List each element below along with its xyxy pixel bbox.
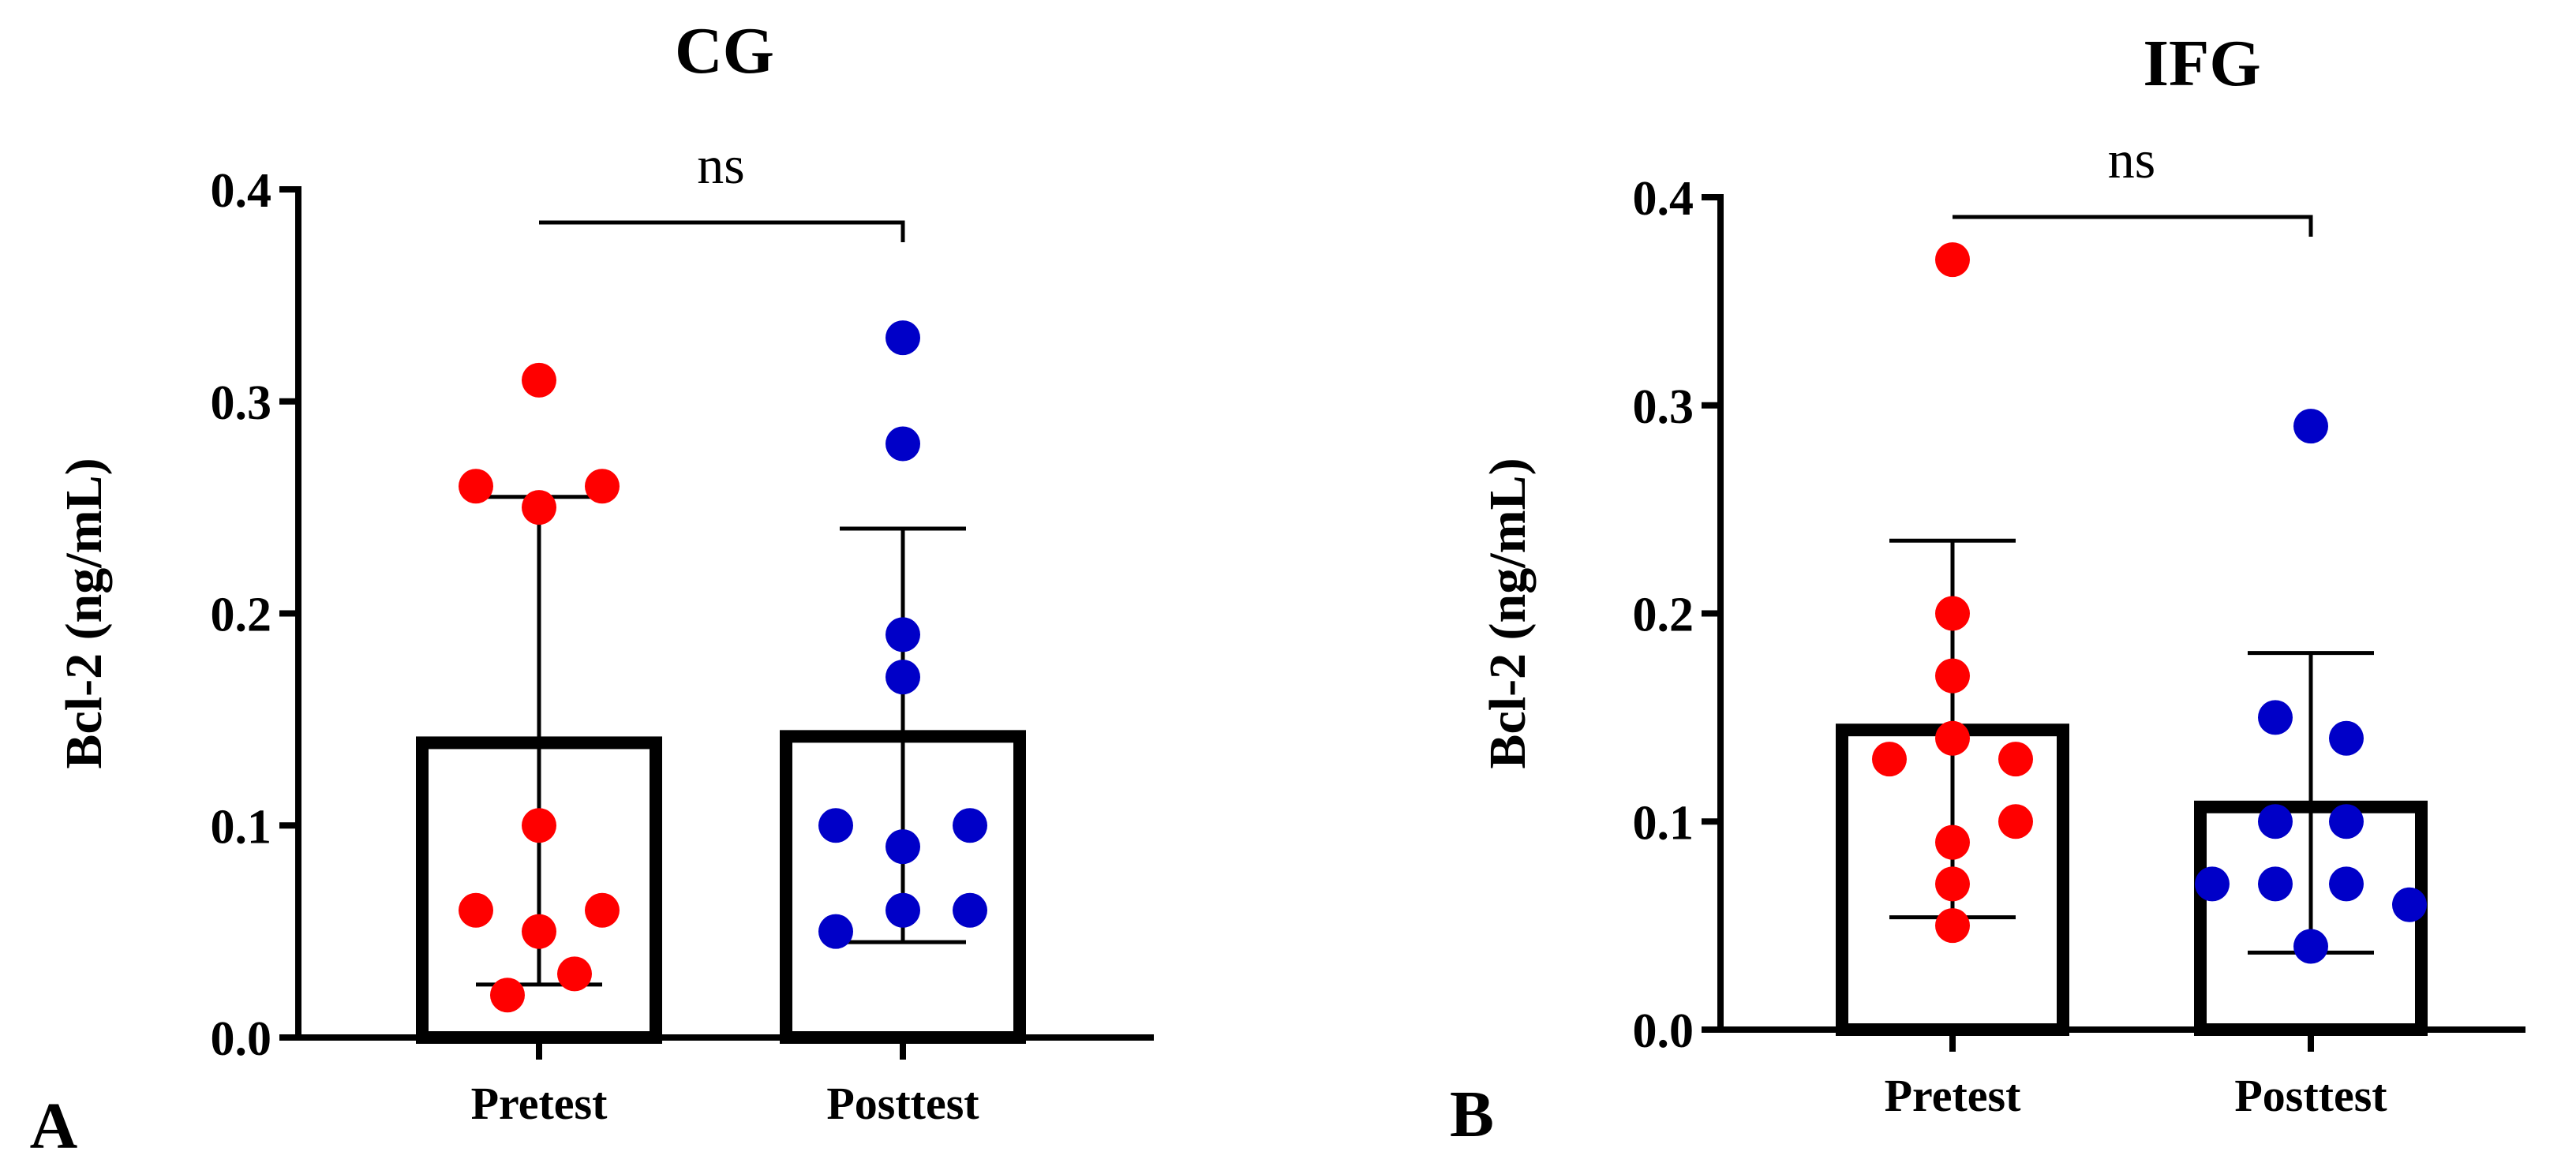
panel-b-data-point-pretest bbox=[1935, 824, 1970, 860]
panel-a-data-point-pretest bbox=[522, 490, 556, 525]
panel-a-x-tick-label: Posttest bbox=[826, 1078, 979, 1129]
panel-b-data-point-pretest bbox=[1998, 804, 2033, 839]
panel-b-data-point-pretest bbox=[1872, 742, 1907, 777]
panel-a-data-point-pretest bbox=[522, 914, 556, 949]
panel-b-data-point-posttest bbox=[2258, 866, 2293, 902]
panel-a-y-tick-label: 0.4 bbox=[211, 164, 272, 218]
panel-b-data-point-posttest bbox=[2258, 700, 2293, 735]
panel-a-y-tick-label: 0.0 bbox=[211, 1012, 272, 1066]
panel-a-y-tick-label: 0.3 bbox=[211, 376, 272, 430]
panel-a-data-point-posttest bbox=[886, 660, 920, 695]
panel-a-label: A bbox=[30, 1090, 78, 1163]
panel-a-data-point-posttest bbox=[886, 320, 920, 356]
panel-b-data-point-pretest bbox=[1935, 908, 1970, 944]
panel-a-y-tick-label: 0.1 bbox=[211, 800, 272, 854]
panel-b-data-point-posttest bbox=[2329, 866, 2364, 902]
panel-b-significance-bracket bbox=[1953, 215, 2313, 237]
panel-a-data-point-posttest bbox=[886, 892, 920, 928]
panel-a-data-point-posttest bbox=[818, 808, 853, 843]
panel-b-data-point-pretest bbox=[1935, 596, 1970, 631]
panel-b-data-point-posttest bbox=[2293, 409, 2328, 444]
panel-a-data-point-pretest bbox=[490, 978, 525, 1013]
panel-b-y-tick-label: 0.2 bbox=[1633, 589, 1694, 642]
panel-a-data-point-pretest bbox=[522, 808, 556, 843]
panel-b-y-axis-label: Bcl-2 (ng/mL) bbox=[1479, 458, 1537, 768]
panel-b-title: IFG bbox=[2143, 27, 2260, 100]
panel-a-data-point-pretest bbox=[585, 469, 620, 504]
panel-b-x-tick-label: Pretest bbox=[1885, 1070, 2021, 1121]
panel-a-title: CG bbox=[675, 14, 774, 88]
panel-a-data-point-pretest bbox=[585, 892, 620, 928]
panel-a-data-point-pretest bbox=[459, 469, 493, 504]
panel-a-data-point-pretest bbox=[522, 362, 556, 398]
panel-b-significance-label: ns bbox=[2108, 129, 2155, 189]
panel-b-data-point-pretest bbox=[1935, 866, 1970, 902]
panel-b-data-point-posttest bbox=[2195, 866, 2230, 902]
panel-b-data-point-pretest bbox=[1998, 742, 2033, 777]
panel-b-x-tick-label: Posttest bbox=[2234, 1070, 2387, 1121]
panel-b-data-point-posttest bbox=[2329, 804, 2364, 839]
panel-b-data-point-posttest bbox=[2392, 887, 2427, 922]
panel-a-data-point-posttest bbox=[886, 617, 920, 652]
panel-a-y-tick-label: 0.2 bbox=[211, 589, 272, 642]
panel-a-x-tick-label: Pretest bbox=[471, 1078, 608, 1129]
panel-a-data-point-posttest bbox=[953, 808, 987, 843]
panel-a-data-point-pretest bbox=[557, 956, 592, 992]
panel-a-data-point-posttest bbox=[886, 426, 920, 462]
panel-a-data-point-posttest bbox=[953, 892, 987, 928]
panel-b-data-point-posttest bbox=[2293, 929, 2328, 964]
panel-b-data-point-pretest bbox=[1935, 720, 1970, 756]
panel-b-y-tick-label: 0.1 bbox=[1633, 796, 1694, 850]
panel-b-y-tick-label: 0.4 bbox=[1633, 172, 1694, 226]
panel-a-data-point-pretest bbox=[459, 892, 493, 928]
panel-a-data-point-posttest bbox=[818, 914, 853, 949]
panel-a-y-axis-label: Bcl-2 (ng/mL) bbox=[55, 458, 113, 768]
panel-b-data-point-posttest bbox=[2258, 804, 2293, 839]
panel-a-data-point-posttest bbox=[886, 829, 920, 865]
panel-b-data-point-pretest bbox=[1935, 658, 1970, 694]
panel-b-label: B bbox=[1450, 1078, 1494, 1151]
panel-a-significance-label: ns bbox=[697, 135, 744, 195]
panel-b-data-point-pretest bbox=[1935, 242, 1970, 278]
panel-b-y-tick-label: 0.0 bbox=[1633, 1004, 1694, 1058]
panel-a-significance-bracket bbox=[539, 220, 905, 242]
panel-b-data-point-posttest bbox=[2329, 720, 2364, 756]
panel-b-y-tick-label: 0.3 bbox=[1633, 380, 1694, 434]
